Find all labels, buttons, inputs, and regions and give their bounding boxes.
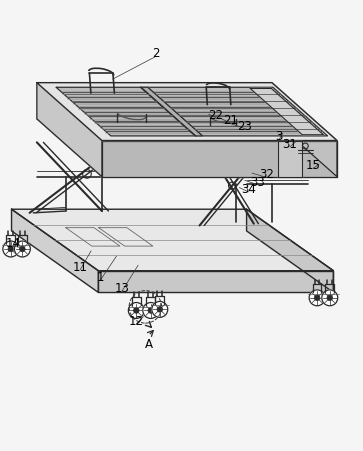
- Circle shape: [3, 241, 19, 257]
- Text: 31: 31: [282, 138, 297, 151]
- Polygon shape: [67, 97, 289, 102]
- Polygon shape: [141, 87, 203, 136]
- Polygon shape: [102, 141, 337, 177]
- Text: A: A: [145, 338, 153, 351]
- Polygon shape: [56, 87, 327, 136]
- Polygon shape: [62, 92, 284, 97]
- Circle shape: [309, 290, 325, 306]
- Text: 15: 15: [306, 159, 321, 172]
- Polygon shape: [73, 102, 295, 107]
- Text: 21: 21: [223, 114, 238, 127]
- Polygon shape: [37, 119, 337, 177]
- Polygon shape: [94, 121, 317, 126]
- Circle shape: [134, 308, 139, 313]
- Circle shape: [322, 290, 338, 306]
- Polygon shape: [100, 126, 322, 131]
- Circle shape: [327, 295, 333, 301]
- Circle shape: [152, 301, 168, 318]
- Text: 33: 33: [250, 175, 265, 189]
- Text: 12: 12: [129, 315, 144, 328]
- Polygon shape: [250, 88, 323, 135]
- Polygon shape: [105, 131, 327, 136]
- Circle shape: [8, 246, 13, 252]
- Text: 34: 34: [241, 183, 256, 196]
- Polygon shape: [278, 141, 302, 177]
- Polygon shape: [98, 271, 333, 292]
- Circle shape: [157, 307, 163, 312]
- Circle shape: [314, 295, 320, 301]
- Text: 32: 32: [259, 168, 274, 181]
- Polygon shape: [78, 107, 300, 111]
- Circle shape: [148, 308, 154, 313]
- Polygon shape: [37, 83, 102, 177]
- Text: 22: 22: [208, 109, 223, 122]
- Text: 3: 3: [276, 130, 283, 143]
- Text: 14: 14: [6, 237, 21, 250]
- Polygon shape: [246, 209, 333, 292]
- Text: 13: 13: [114, 282, 129, 295]
- Polygon shape: [12, 209, 333, 271]
- Circle shape: [143, 303, 159, 318]
- Circle shape: [20, 246, 25, 252]
- Polygon shape: [89, 116, 311, 121]
- Polygon shape: [56, 87, 278, 92]
- Polygon shape: [37, 83, 337, 141]
- Polygon shape: [12, 209, 98, 292]
- Polygon shape: [83, 111, 306, 116]
- Text: 23: 23: [237, 120, 252, 133]
- Circle shape: [129, 303, 144, 318]
- Text: 1: 1: [97, 272, 104, 285]
- Polygon shape: [272, 83, 337, 177]
- Circle shape: [15, 241, 30, 257]
- Text: 2: 2: [152, 47, 160, 60]
- Text: 11: 11: [73, 261, 88, 274]
